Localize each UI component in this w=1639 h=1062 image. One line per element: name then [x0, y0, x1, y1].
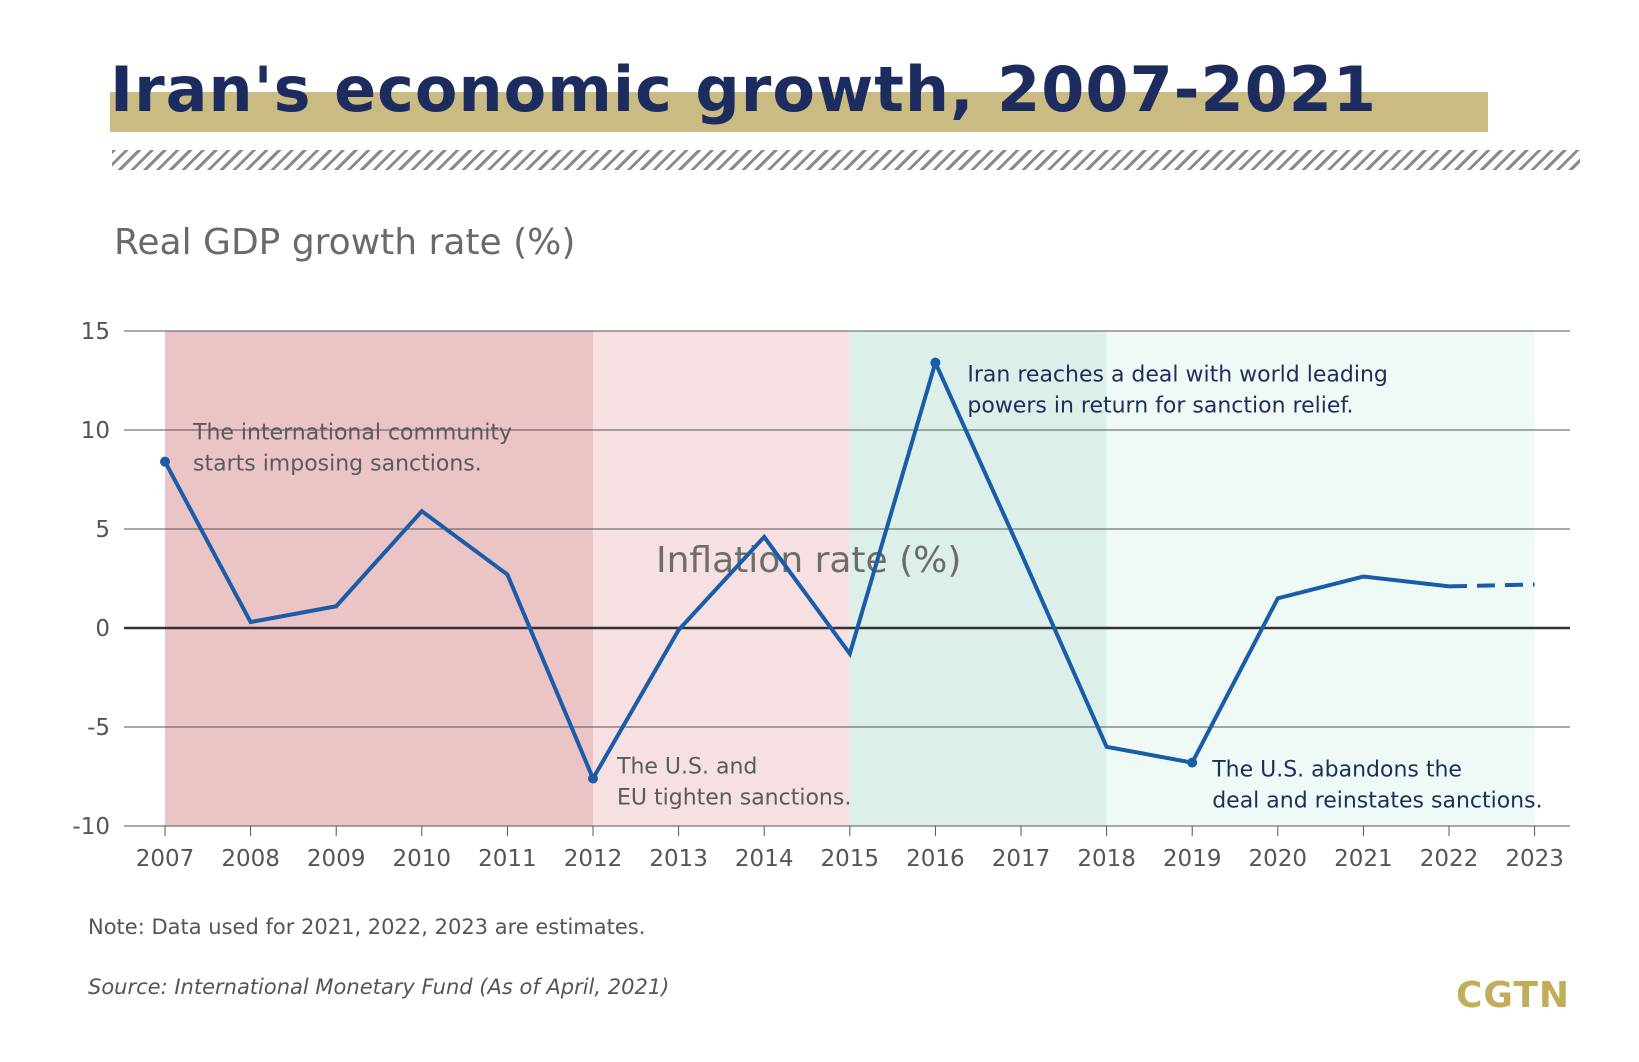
y-tick-label: 0 [95, 616, 110, 642]
x-tick-label: 2020 [1249, 846, 1308, 872]
annotation-text: The U.S. and [616, 754, 757, 779]
y-tick-label: 5 [95, 517, 110, 543]
x-tick-label: 2015 [821, 846, 880, 872]
hatch-divider [112, 150, 1580, 170]
annotation-text: starts imposing sanctions. [193, 452, 482, 477]
footnote: Note: Data used for 2021, 2022, 2023 are… [88, 915, 646, 939]
y-tick-label: 10 [81, 418, 110, 444]
annotation-text: EU tighten sanctions. [617, 785, 851, 810]
annotation-text: powers in return for sanction relief. [967, 394, 1353, 419]
page-title: Iran's economic growth, 2007-2021 [110, 53, 1378, 126]
x-tick-label: 2019 [1163, 846, 1222, 872]
period-band-0 [165, 331, 593, 826]
period-band-1 [593, 331, 850, 826]
gdp-estimate-line [1448, 582, 1535, 589]
annotation-marker [588, 773, 598, 784]
title-highlight-bar [110, 92, 1488, 132]
annotation-marker [1187, 757, 1198, 768]
x-tick-label: 2011 [478, 846, 537, 872]
period-band-3 [1106, 331, 1535, 826]
y-tick-label: 15 [81, 319, 110, 345]
x-tick-label: 2017 [992, 846, 1051, 872]
x-tick-label: 2014 [735, 846, 794, 872]
x-tick-label: 2007 [136, 846, 195, 872]
y-tick-label: -10 [72, 814, 110, 840]
x-tick-label: 2016 [906, 846, 965, 872]
chart-subtitle: Real GDP growth rate (%) [114, 222, 576, 263]
x-tick-label: 2008 [221, 846, 280, 872]
annotation-marker [160, 456, 170, 467]
annotation-text: The international community [192, 421, 512, 446]
x-tick-label: 2009 [307, 846, 366, 872]
period-band-2 [849, 331, 1107, 826]
annotation-text: The U.S. abandons the [1211, 758, 1462, 783]
cgtn-logo: CGTN [1456, 975, 1571, 1016]
x-tick-label: 2018 [1077, 846, 1136, 872]
x-tick-label: 2010 [393, 846, 452, 872]
x-tick-label: 2013 [649, 846, 708, 872]
annotation-marker [930, 357, 941, 368]
x-tick-label: 2022 [1420, 846, 1479, 872]
inflation-rate-label: Inflation rate (%) [656, 540, 961, 581]
source-text: Source: International Monetary Fund (As … [88, 975, 670, 999]
gdp-series-line [163, 356, 1450, 783]
x-tick-label: 2021 [1334, 846, 1393, 872]
y-tick-label: -5 [87, 715, 110, 741]
annotation-text: Iran reaches a deal with world leading [967, 363, 1387, 388]
annotation-text: deal and reinstates sanctions. [1212, 789, 1542, 814]
x-tick-label: 2012 [564, 846, 623, 872]
x-tick-label: 2023 [1505, 846, 1564, 872]
